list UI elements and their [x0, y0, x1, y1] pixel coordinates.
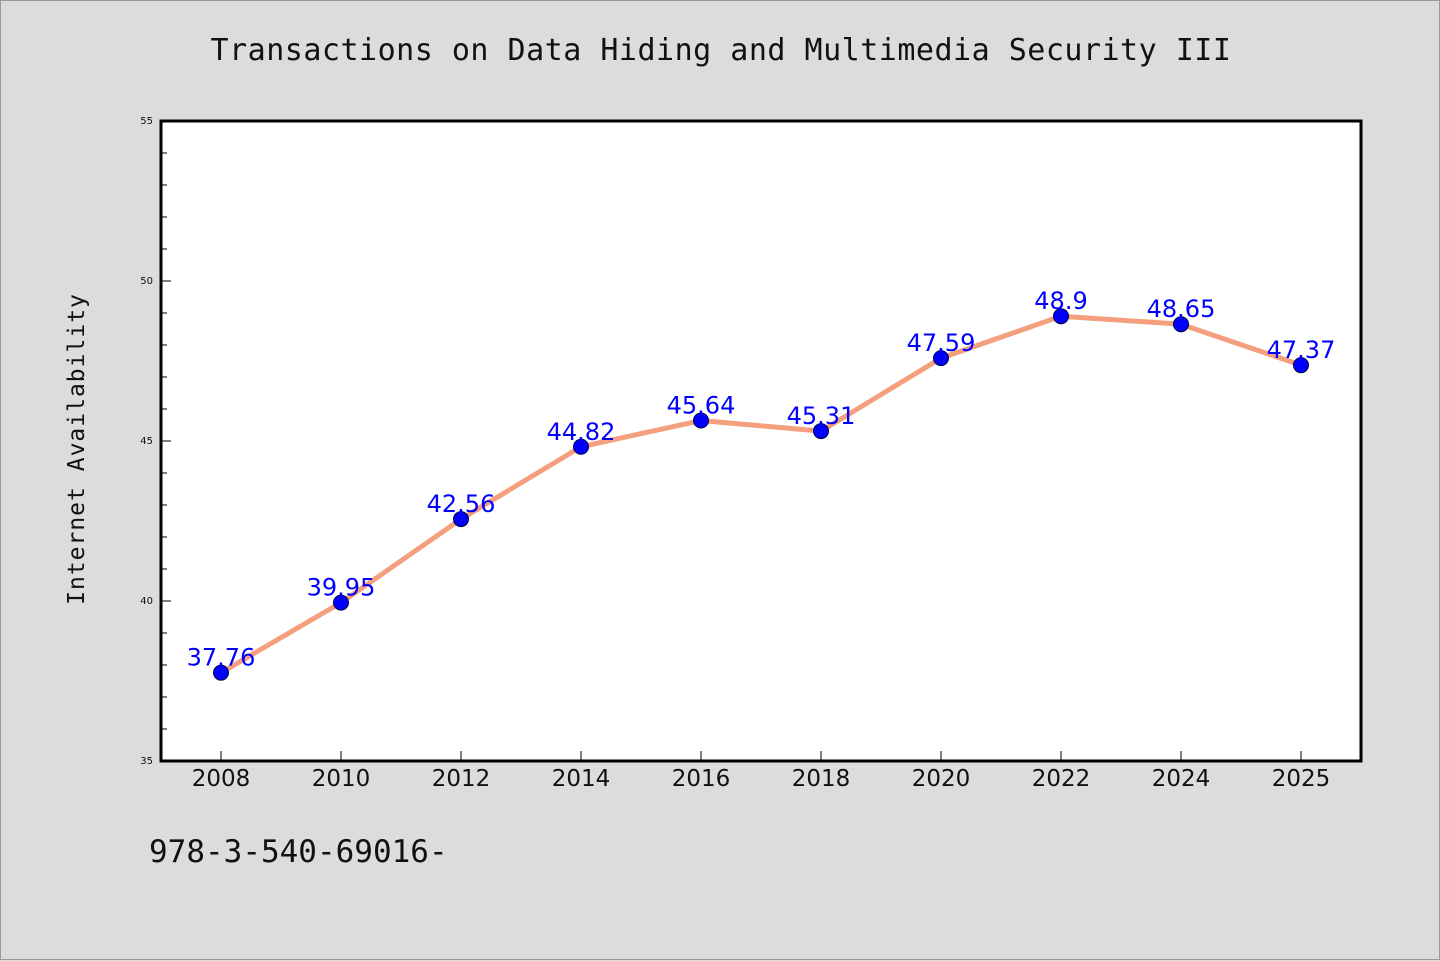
data-label: 37.76: [187, 644, 256, 672]
data-point: [573, 438, 589, 455]
data-label: 45.31: [787, 402, 856, 430]
footnote-text: 978-3-540-69016-: [149, 834, 448, 870]
y-tick-label: 45: [140, 436, 153, 447]
plot-area: [161, 121, 1361, 761]
data-point: [453, 511, 469, 528]
x-tick-label: 2024: [1152, 766, 1211, 792]
x-tick-label: 2018: [792, 766, 851, 792]
data-point: [1293, 357, 1309, 374]
x-tick-label: 2014: [552, 766, 611, 792]
data-point: [1173, 316, 1189, 333]
data-point: [333, 594, 349, 611]
data-label: 39.95: [307, 574, 376, 602]
x-tick-label: 2020: [912, 766, 971, 792]
y-tick-label: 55: [140, 116, 153, 127]
data-label: 42.56: [427, 490, 496, 518]
x-tick-label: 2022: [1032, 766, 1091, 792]
x-tick-label: 2010: [312, 766, 371, 792]
data-point: [1053, 308, 1069, 325]
data-point: [213, 664, 229, 681]
data-points: [213, 308, 1309, 681]
data-point: [933, 350, 949, 367]
data-label: 48.65: [1147, 295, 1216, 323]
data-label: 44.82: [547, 418, 616, 446]
plot-frame: [159, 119, 1363, 763]
data-point: [693, 412, 709, 429]
x-tick-label: 2016: [672, 766, 731, 792]
data-point: [813, 423, 829, 440]
data-label: 47.37: [1267, 336, 1336, 364]
x-tick-label: 2025: [1272, 766, 1331, 792]
x-tick-label: 2008: [192, 766, 251, 792]
data-labels: 37.76 39.95 42.56 44.82 45.64 45.31 47.59 48.9 4…: [187, 287, 1336, 671]
x-axis-ticks: 2008 2010 2012 2014 2016 2018 2020 2022 2024 2025: [192, 751, 1331, 792]
x-tick-label: 2012: [432, 766, 491, 792]
data-label: 48.9: [1034, 287, 1087, 315]
series-line: [218, 313, 1304, 676]
data-label: 45.64: [667, 392, 736, 420]
chart-title: Transactions on Data Hiding and Multimed…: [210, 33, 1232, 68]
y-tick-label: 40: [140, 596, 153, 607]
y-tick-label: 35: [140, 756, 153, 767]
y-tick-label: 50: [140, 276, 153, 287]
data-label: 47.59: [907, 329, 976, 357]
